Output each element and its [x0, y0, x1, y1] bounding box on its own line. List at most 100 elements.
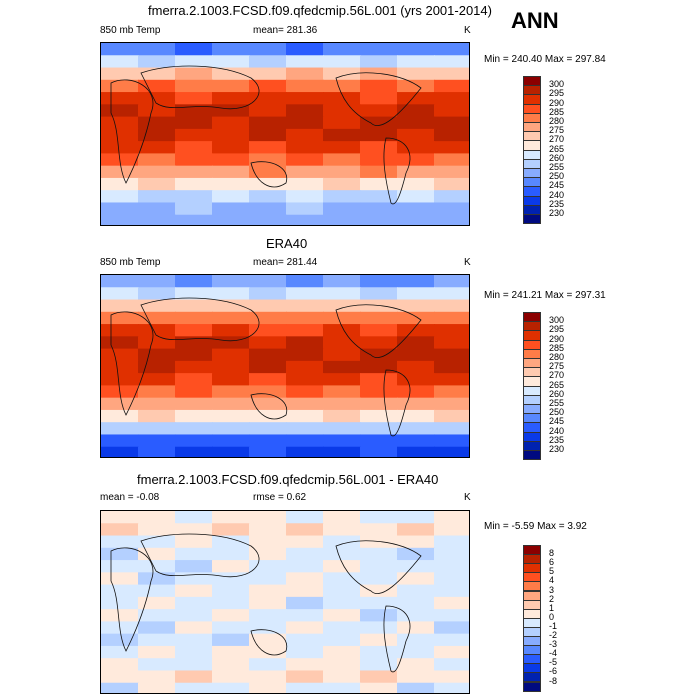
map-cell — [397, 572, 435, 586]
coastline — [335, 540, 422, 594]
map-cell — [212, 43, 250, 57]
map-cell — [286, 658, 324, 672]
map-cell — [249, 165, 287, 179]
map-cell — [360, 165, 398, 179]
map-cell — [138, 560, 176, 574]
map-cell — [212, 67, 250, 81]
map-cell — [101, 373, 139, 387]
map-cell — [434, 422, 469, 436]
map-cell — [286, 104, 324, 118]
map-cell — [360, 409, 398, 424]
map-cell — [360, 336, 398, 350]
map-cell — [434, 385, 469, 399]
map-cell — [323, 104, 361, 118]
map-cell — [323, 43, 361, 57]
map-cell — [101, 547, 139, 562]
coastline — [250, 161, 288, 188]
map-cell — [249, 621, 287, 635]
map-cell — [249, 43, 287, 57]
map-cell — [323, 523, 361, 537]
map-cell — [175, 397, 213, 411]
map-cell — [138, 523, 176, 537]
map-cell — [175, 385, 213, 399]
map-cell — [212, 621, 250, 635]
map-cell — [175, 153, 213, 167]
map-cell — [101, 116, 139, 130]
map-cell — [286, 116, 324, 130]
map-cell — [175, 409, 213, 424]
colorbar-label: 250 — [549, 407, 565, 418]
map-cell — [249, 397, 287, 411]
map-cell — [286, 446, 324, 457]
panel3-mean: mean = -0.08 — [100, 492, 160, 503]
map-cell — [434, 511, 469, 525]
map-cell — [397, 214, 435, 225]
map-cell — [286, 141, 324, 155]
map-cell — [286, 177, 324, 192]
map-cell — [286, 324, 324, 338]
map-cell — [397, 621, 435, 635]
map-cell — [101, 43, 139, 57]
map-cell — [249, 55, 287, 69]
colorbar-label: 5 — [549, 566, 555, 577]
map-cell — [360, 434, 398, 448]
map-cell — [397, 373, 435, 387]
colorbar-label: 270 — [549, 370, 565, 381]
panel2-title: ERA40 — [266, 236, 308, 251]
map-cell — [212, 202, 250, 216]
map-cell — [323, 645, 361, 660]
colorbar-label: 245 — [549, 180, 565, 191]
map-cell — [434, 621, 469, 635]
map-cell — [249, 682, 287, 693]
map-cell — [249, 311, 287, 326]
map-cell — [175, 79, 213, 94]
map-cell — [286, 385, 324, 399]
map-cell — [397, 275, 435, 289]
map-cell — [175, 658, 213, 672]
map-cell — [212, 682, 250, 693]
map-cell — [397, 385, 435, 399]
map-cell — [286, 434, 324, 448]
map-cell — [249, 275, 287, 289]
map-cell — [138, 43, 176, 57]
map-cell — [360, 214, 398, 225]
map-cell — [212, 446, 250, 457]
map-cell — [323, 409, 361, 424]
map-cell — [212, 141, 250, 155]
map-cell — [175, 177, 213, 192]
map-cell — [101, 434, 139, 448]
colorbar-label: 4 — [549, 575, 555, 586]
map-cell — [323, 422, 361, 436]
map-cell — [397, 348, 435, 362]
map-cell — [286, 535, 324, 549]
map-cell — [212, 92, 250, 106]
map-cell — [212, 409, 250, 424]
colorbar-label: -4 — [549, 648, 558, 659]
colorbar-label: 290 — [549, 333, 565, 344]
map-cell — [434, 55, 469, 69]
map-cell — [323, 596, 361, 611]
map-cell — [286, 128, 324, 143]
map-cell — [138, 596, 176, 611]
map-cell — [212, 373, 250, 387]
map-cell — [249, 523, 287, 537]
panel3-minmax: Min = -5.59 Max = 3.92 — [484, 521, 587, 532]
map-cell — [101, 658, 139, 672]
map-cell — [286, 275, 324, 289]
map-cell — [175, 621, 213, 635]
map-cell — [286, 609, 324, 623]
map-cell — [101, 214, 139, 225]
panel2-map — [100, 274, 470, 458]
map-cell — [360, 547, 398, 562]
map-cell — [101, 55, 139, 69]
map-cell — [175, 446, 213, 457]
panel3-units: K — [464, 492, 471, 503]
map-cell — [286, 190, 324, 204]
map-cell — [175, 434, 213, 448]
colorbar-label: 1 — [549, 602, 555, 613]
map-cell — [360, 202, 398, 216]
colorbar-label: 285 — [549, 106, 565, 117]
map-cell — [434, 104, 469, 118]
coastline — [383, 137, 411, 205]
map-cell — [434, 153, 469, 167]
